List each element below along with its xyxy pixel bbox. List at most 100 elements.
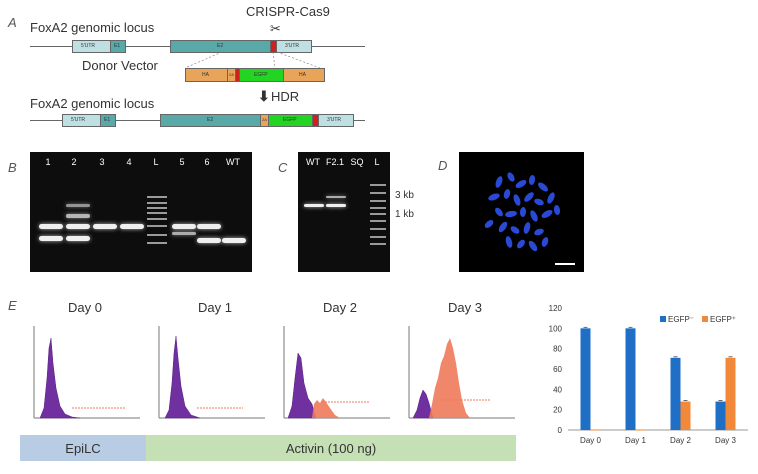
gel-b-band: [66, 204, 90, 207]
day-0-label: Day 0: [68, 300, 102, 315]
gel-c-lane-l: L: [374, 157, 380, 167]
gel-c-marker-3kb: 3 kb: [395, 190, 414, 201]
gel-b-lane-6: 6: [204, 157, 210, 167]
locus-bottom-5utr: 5'UTR: [62, 114, 102, 127]
gel-b-lane-wt: WT: [226, 157, 240, 167]
gel-b-ladder-band: [147, 212, 167, 214]
gel-b-ladder-band: [147, 234, 167, 236]
gel-b-band: [197, 238, 221, 243]
chart-y-tick-label: 100: [549, 324, 563, 333]
chart-legend-swatch: [702, 316, 708, 322]
gel-c-ladder-band: [370, 243, 386, 245]
histogram-day-2: [270, 318, 395, 430]
gel-b-ladder-band: [147, 218, 167, 220]
histogram-day-0: [20, 318, 145, 430]
locus-top-title: FoxA2 genomic locus: [30, 20, 155, 35]
gel-b-band: [66, 224, 90, 229]
epilc-bar: EpiLC: [20, 435, 146, 461]
chromosome-spread: [484, 172, 575, 265]
chart-bar: [680, 401, 691, 430]
gel-c-ladder-band: [370, 220, 386, 222]
chart-x-tick-label: Day 2: [670, 436, 691, 445]
gel-b-lane-5: 5: [179, 157, 185, 167]
locus-top-e1: E1: [110, 40, 126, 53]
gel-b-ladder-band: [147, 207, 167, 209]
karyotype-image: [459, 152, 584, 272]
locus-top-3utr: 3'UTR: [276, 40, 312, 53]
gel-c-ladder-band: [370, 228, 386, 230]
chart-legend-swatch: [660, 316, 666, 322]
scissors-icon: ✂: [270, 21, 281, 36]
gel-b-band: [120, 224, 144, 229]
gel-b-ladder-band: [147, 225, 167, 227]
day-3-label: Day 3: [448, 300, 482, 315]
crispr-label: CRISPR-Cas9: [246, 4, 330, 19]
chart-bar: [580, 328, 591, 430]
locus-bottom-egfp: EGFP: [268, 114, 314, 127]
chart-y-tick-label: 60: [553, 365, 562, 374]
activin-bar: Activin (100 ng): [146, 435, 516, 461]
gel-c-ladder-band: [370, 207, 386, 209]
gel-b-band: [172, 224, 196, 229]
gel-b-band: [93, 224, 117, 229]
panel-e-label: E: [8, 298, 17, 313]
gel-b-band: [66, 214, 90, 218]
panel-a-label: A: [8, 15, 17, 30]
donor-vector-label: Donor Vector: [82, 58, 158, 73]
panel-b-label: B: [8, 160, 17, 175]
gel-b-lane-l: L: [153, 157, 159, 167]
donor-ha-right: HA: [283, 68, 325, 82]
locus-bottom-e2: E2: [160, 114, 262, 127]
gel-c-marker-1kb: 1 kb: [395, 209, 414, 220]
gel-c-ladder-band: [370, 236, 386, 238]
gel-b-lane-3: 3: [99, 157, 105, 167]
gel-b-ladder-band: [147, 202, 167, 204]
gel-b-band: [172, 232, 196, 235]
donor-ha-left: HA: [185, 68, 229, 82]
histogram-day-1: [145, 318, 270, 430]
gel-b-band: [39, 224, 63, 229]
egfp-bar-chart: 0 20 40 60 80 100 120 Day 0 Day 1 Day 2 Day 3 EGFP⁻…: [549, 304, 748, 445]
locus-bottom-e1: E1: [100, 114, 116, 127]
gel-b-band: [66, 236, 90, 241]
chart-bar: [670, 357, 681, 430]
gel-c-ladder-band: [370, 213, 386, 215]
gel-b-band: [39, 236, 63, 241]
chart-y-tick-label: 80: [553, 345, 562, 354]
chart-legend-label: EGFP⁺: [710, 315, 736, 324]
chart-y-tick-label: 20: [553, 406, 562, 415]
panel-c-label: C: [278, 160, 288, 175]
histogram-day-3: [395, 318, 520, 430]
gel-c-lane-wt: WT: [306, 157, 320, 167]
chart-y-tick-label: 0: [558, 426, 563, 435]
locus-bottom-3utr: 3'UTR: [318, 114, 354, 127]
epilc-label: EpiLC: [65, 441, 101, 456]
gel-b: 1 2 3 4 L 5 6 WT: [30, 152, 252, 272]
gel-c-band: [326, 204, 346, 207]
chart-legend-label: EGFP⁻: [668, 315, 694, 324]
gel-b-band: [222, 238, 246, 243]
gel-c-ladder-band: [370, 200, 386, 202]
chart-bar: [625, 328, 636, 430]
gel-b-band: [197, 224, 221, 229]
chart-x-tick-label: Day 1: [625, 436, 646, 445]
activin-label: Activin (100 ng): [285, 441, 377, 456]
gel-b-ladder-band: [147, 196, 167, 198]
gel-b-ladder-band: [147, 242, 167, 244]
chart-bar: [715, 401, 726, 430]
gel-c-lane-f21: F2.1: [325, 157, 344, 167]
gel-c-ladder-band: [370, 184, 386, 186]
day-2-label: Day 2: [323, 300, 357, 315]
gel-c-ladder-band: [370, 192, 386, 194]
gel-b-lane-4: 4: [126, 157, 132, 167]
gel-b-lane-2: 2: [71, 157, 77, 167]
chart-x-tick-label: Day 3: [715, 436, 736, 445]
hdr-arrow-icon: ⬇: [258, 88, 270, 104]
donor-egfp: EGFP: [239, 68, 285, 82]
gel-c: WT F2.1 SQ L: [298, 152, 390, 272]
day-1-label: Day 1: [198, 300, 232, 315]
chart-bar: [590, 430, 601, 431]
gel-c-band: [326, 196, 346, 198]
chart-y-tick-label: 40: [553, 385, 562, 394]
